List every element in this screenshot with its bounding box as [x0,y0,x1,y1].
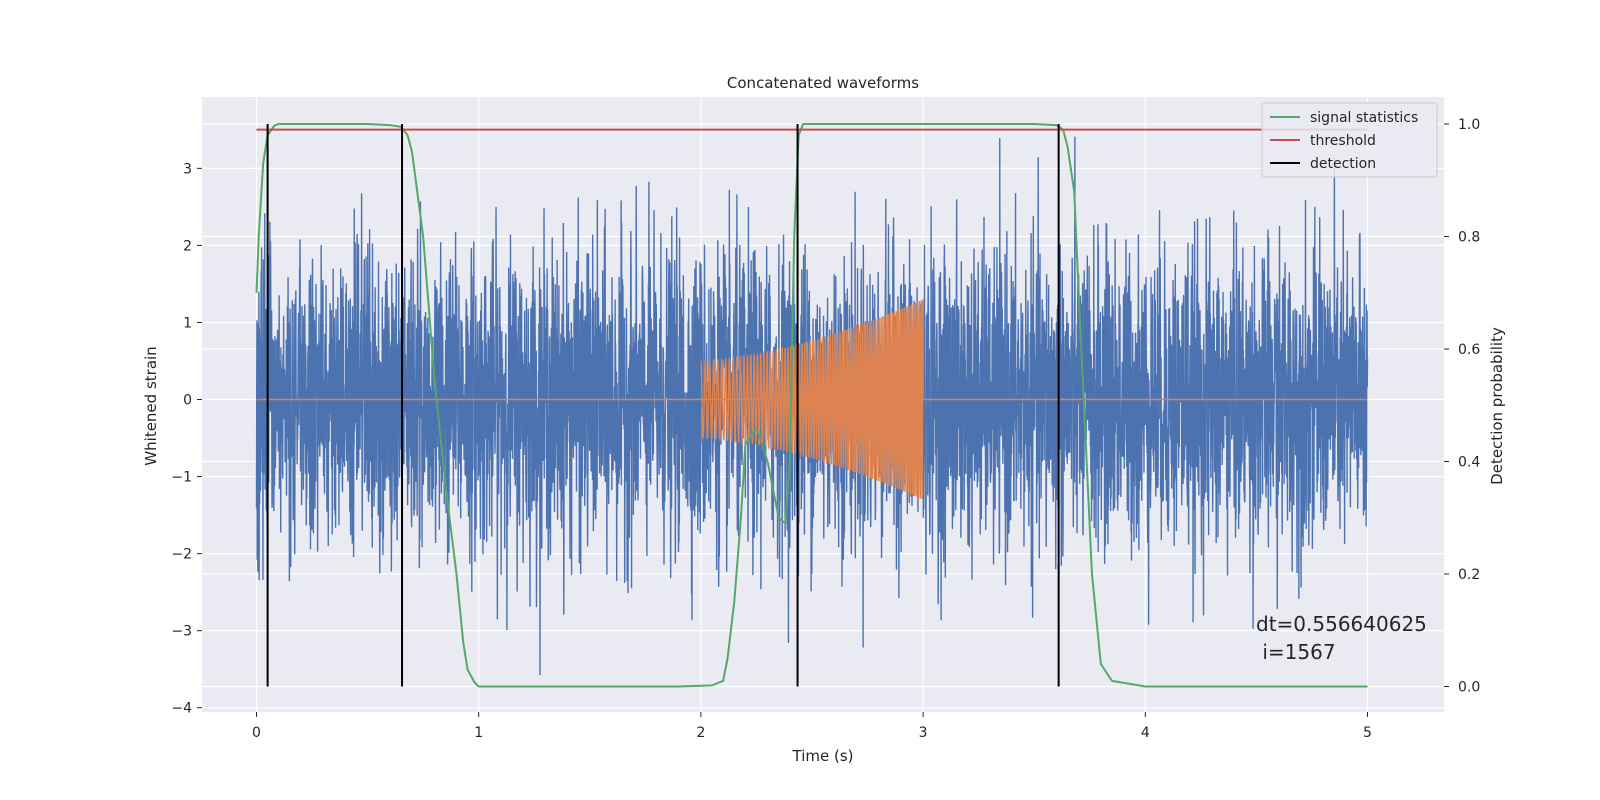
y-right-tick-label: 0.0 [1458,680,1480,696]
x-tick-label: 2 [696,725,705,741]
y-right-tick-label: 1.0 [1458,117,1480,133]
legend-label: detection [1310,156,1376,172]
y-tick-label: 2 [183,238,192,254]
x-tick-label: 3 [919,725,928,741]
y-axis-label: Whitened strain [142,346,160,465]
x-tick-label: 4 [1141,725,1150,741]
y-right-tick-label: 0.6 [1458,342,1480,358]
legend-label: signal statistics [1310,110,1418,126]
x-tick-label: 1 [474,725,483,741]
y-tick-label: 3 [183,161,192,177]
chirp-signal-line [700,299,924,500]
x-axis-label: Time (s) [792,747,854,765]
y-tick-label: 0 [183,393,192,409]
legend-box [1261,102,1438,178]
y-axis-right-label: Detection probability [1488,327,1506,485]
index-annotation: i=1567 [1256,640,1336,664]
y-right-tick-label: 0.2 [1458,567,1480,583]
chart-title: Concatenated waveforms [727,74,919,92]
y-right-tick-label: 0.4 [1458,455,1480,471]
noise-series-line [255,136,1369,676]
y-tick-label: −4 [171,701,192,717]
legend-label: threshold [1310,133,1376,149]
x-tick-label: 5 [1363,725,1372,741]
y-tick-label: −1 [171,470,192,486]
series-layer [255,123,1369,688]
y-tick-label: −2 [171,547,192,563]
signal-statistics-line [255,123,1368,688]
y-tick-label: −3 [171,624,192,640]
axes: 0 1 2 3 4 5 −4 −3 −2 −1 0 1 2 3 0.0 0.2 0.4 0.6 0.8 1.0 [171,117,1480,741]
legend: signal statistics threshold detection [1261,102,1438,178]
y-tick-label: 1 [183,315,192,331]
dt-annotation: dt=0.556640625 [1256,612,1427,636]
x-tick-label: 0 [252,725,261,741]
y-right-tick-label: 0.8 [1458,230,1480,246]
